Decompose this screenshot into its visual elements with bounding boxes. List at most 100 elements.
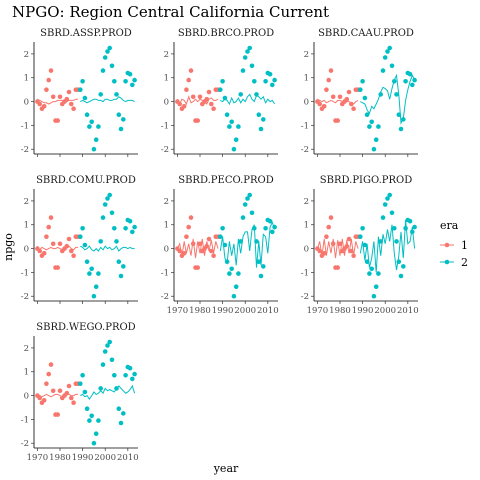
era2-point bbox=[267, 71, 273, 77]
x-tick-label: 1990 bbox=[212, 306, 234, 316]
era1-point bbox=[204, 243, 210, 249]
era2-point bbox=[376, 271, 381, 276]
y-tick-label: 0 bbox=[304, 245, 309, 255]
era2-point bbox=[371, 293, 377, 299]
era1-point bbox=[186, 224, 191, 230]
era2-point bbox=[398, 273, 404, 279]
panel-sbrd-wego-prod: SBRD.WEGO.PROD -2 -1 0 1 2 1970 1980 1990 2000 201… bbox=[21, 322, 139, 463]
era2-point bbox=[272, 224, 277, 230]
y-axis-label: npgo bbox=[2, 233, 15, 261]
era2-point bbox=[130, 82, 135, 88]
era1-point bbox=[211, 253, 216, 258]
era1-point bbox=[41, 104, 47, 109]
era2-point bbox=[218, 87, 223, 92]
x-tick-label: 2010 bbox=[117, 453, 139, 463]
era1-point bbox=[335, 265, 341, 270]
era1-point bbox=[177, 101, 182, 107]
era1-point bbox=[50, 241, 56, 247]
era2-point bbox=[382, 202, 388, 207]
era2-point bbox=[100, 215, 106, 220]
legend-key-point bbox=[444, 259, 450, 265]
era1-point bbox=[190, 94, 196, 100]
era2-point bbox=[369, 266, 375, 272]
era2-point bbox=[87, 418, 92, 423]
era2-point bbox=[84, 406, 90, 412]
era2-point bbox=[410, 82, 415, 88]
era1-point bbox=[50, 388, 56, 394]
era2-point bbox=[367, 271, 372, 276]
era2-point bbox=[80, 373, 85, 378]
era1-point bbox=[346, 236, 352, 242]
era1-point bbox=[349, 101, 354, 107]
era1-fit-line bbox=[37, 98, 79, 105]
era1-point bbox=[46, 77, 51, 83]
era2-point bbox=[272, 77, 277, 83]
era2-point bbox=[112, 373, 117, 378]
era2-point bbox=[93, 431, 99, 437]
era2-point bbox=[100, 362, 106, 367]
era1-point bbox=[69, 101, 74, 107]
panel-strip-label: SBRD.BRCO.PROD bbox=[178, 28, 274, 39]
era2-point bbox=[231, 146, 237, 152]
era2-point bbox=[233, 284, 239, 290]
era2-point bbox=[132, 371, 137, 377]
y-tick-label: 2 bbox=[24, 50, 29, 60]
era1-point bbox=[64, 243, 70, 249]
panel-sbrd-assp-prod: SBRD.ASSP.PROD -2 -1 0 1 2 bbox=[21, 28, 138, 157]
era1-fit-line bbox=[36, 245, 79, 251]
panel-strip-label: SBRD.WEGO.PROD bbox=[36, 322, 135, 333]
era2-point bbox=[369, 119, 375, 125]
era2-point bbox=[224, 112, 230, 117]
era1-point bbox=[186, 77, 191, 83]
era2-point bbox=[222, 95, 228, 101]
y-tick-label: -1 bbox=[21, 268, 29, 278]
y-tick-label: 1 bbox=[164, 74, 169, 84]
x-tick-label: 2010 bbox=[397, 306, 419, 316]
era2-point bbox=[107, 45, 112, 51]
era1-point bbox=[46, 224, 51, 230]
era2-point bbox=[236, 124, 241, 129]
era2-point bbox=[123, 226, 128, 231]
era2-point bbox=[385, 49, 390, 54]
era2-point bbox=[387, 192, 393, 198]
panel-sbrd-pigo-prod: SBRD.PIGO.PROD -2 -1 0 1 2 1970 1980 1990 2000 201… bbox=[301, 175, 419, 316]
era2-point bbox=[245, 49, 250, 54]
era1-point bbox=[337, 94, 343, 100]
era2-point bbox=[258, 273, 264, 279]
era1-point bbox=[344, 96, 350, 102]
x-tick-label: 1990 bbox=[352, 306, 374, 316]
era1-point bbox=[71, 253, 76, 258]
era1-point bbox=[330, 241, 336, 247]
era2-point bbox=[98, 92, 103, 97]
era2-point bbox=[376, 124, 381, 129]
y-tick-label: 1 bbox=[24, 368, 29, 378]
era1-point bbox=[184, 234, 189, 239]
y-tick-label: 2 bbox=[164, 197, 169, 207]
y-tick-label: -2 bbox=[21, 292, 29, 302]
era1-point bbox=[57, 388, 63, 394]
era2-point bbox=[360, 226, 365, 231]
era2-point bbox=[118, 126, 124, 132]
era2-point bbox=[80, 79, 85, 84]
era2-point bbox=[358, 234, 363, 239]
era2-point bbox=[218, 234, 223, 239]
era1-point bbox=[66, 236, 72, 242]
legend-label: 2 bbox=[461, 256, 468, 269]
era2-point bbox=[116, 259, 122, 265]
y-tick-label: 2 bbox=[164, 50, 169, 60]
era2-point bbox=[252, 226, 257, 231]
era2-point bbox=[364, 112, 370, 117]
era1-point bbox=[64, 96, 70, 102]
era2-point bbox=[96, 418, 101, 423]
era2-point bbox=[270, 82, 275, 88]
era2-point bbox=[112, 226, 117, 231]
era2-point bbox=[240, 68, 246, 73]
era2-point bbox=[380, 68, 386, 73]
era2-point bbox=[364, 259, 370, 265]
y-tick-label: 2 bbox=[24, 344, 29, 354]
era2-point bbox=[227, 124, 232, 129]
era2-point bbox=[247, 45, 252, 51]
panel-sbrd-caau-prod: SBRD.CAAU.PROD -2 -1 0 1 2 bbox=[301, 28, 418, 157]
panel-sbrd-brco-prod: SBRD.BRCO.PROD -2 -1 0 1 2 bbox=[161, 28, 278, 157]
